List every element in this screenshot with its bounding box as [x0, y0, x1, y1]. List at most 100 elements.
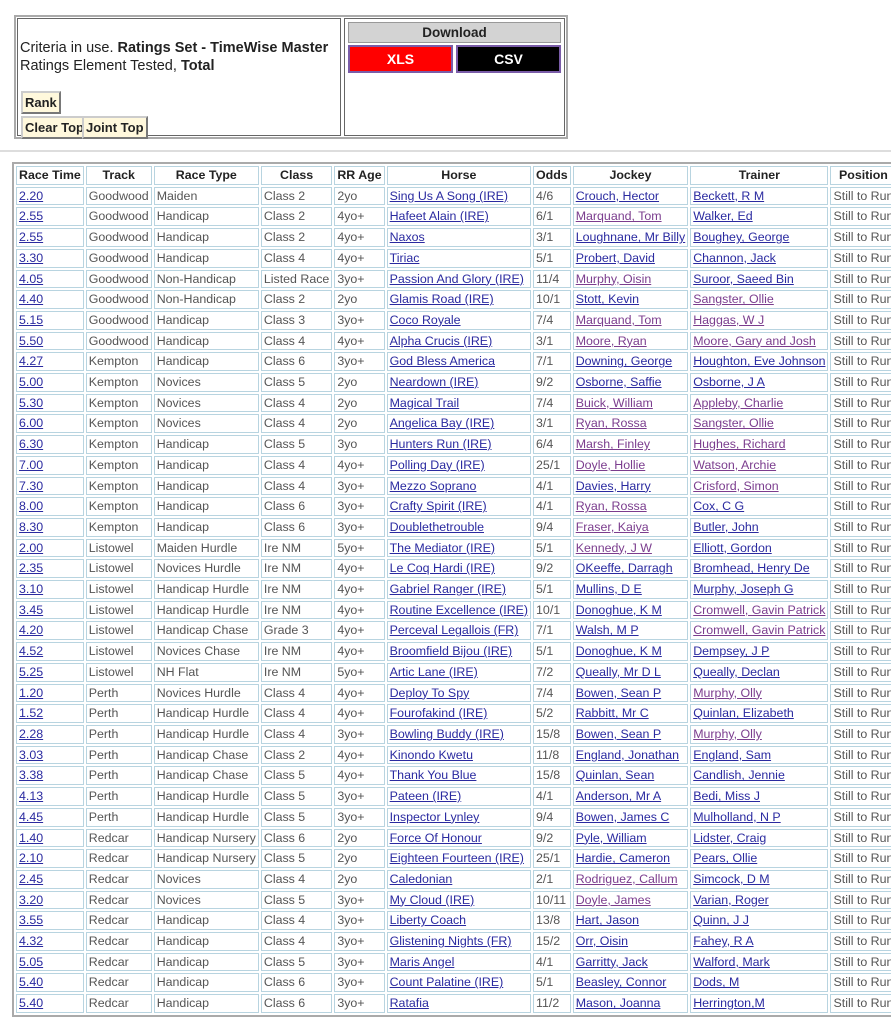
horse-link[interactable]: Naxos — [389, 230, 425, 245]
column-header[interactable]: Jockey — [572, 166, 689, 185]
horse-link[interactable]: Doublethetrouble — [389, 519, 484, 534]
horse-link[interactable]: Liberty Coach — [389, 913, 467, 928]
column-header[interactable]: Position — [830, 166, 891, 185]
race-time-link[interactable]: 6.30 — [19, 437, 44, 452]
horse-link[interactable]: Inspector Lynley — [389, 809, 480, 824]
jockey-link[interactable]: Hart, Jason — [575, 913, 640, 928]
trainer-link[interactable]: Boughey, George — [693, 230, 790, 245]
race-time-link[interactable]: 3.55 — [19, 913, 44, 928]
jockey-link[interactable]: Mason, Joanna — [575, 996, 661, 1011]
horse-link[interactable]: Force Of Honour — [389, 830, 482, 845]
jockey-link[interactable]: Loughnane, Mr Billy — [575, 230, 686, 245]
horse-link[interactable]: God Bless America — [389, 354, 495, 369]
trainer-link[interactable]: Hughes, Richard — [693, 437, 786, 452]
race-time-link[interactable]: 5.30 — [19, 395, 44, 410]
race-time-link[interactable]: 5.15 — [19, 312, 44, 327]
trainer-link[interactable]: Channon, Jack — [693, 250, 776, 265]
race-time-link[interactable]: 2.00 — [19, 540, 44, 555]
horse-link[interactable]: Glamis Road (IRE) — [389, 292, 494, 307]
horse-link[interactable]: The Mediator (IRE) — [389, 540, 495, 555]
xls-download-button[interactable]: XLS — [348, 45, 453, 73]
jockey-link[interactable]: Marquand, Tom — [575, 312, 662, 327]
horse-link[interactable]: Magical Trail — [389, 395, 460, 410]
column-header[interactable]: Race Type — [153, 166, 259, 185]
race-time-link[interactable]: 2.55 — [19, 209, 44, 224]
race-time-link[interactable]: 4.27 — [19, 354, 44, 369]
jockey-link[interactable]: Donoghue, K M — [575, 644, 662, 659]
race-time-link[interactable]: 2.55 — [19, 230, 44, 245]
trainer-link[interactable]: Murphy, Joseph G — [693, 582, 794, 597]
horse-link[interactable]: Kinondo Kwetu — [389, 747, 473, 762]
horse-link[interactable]: Polling Day (IRE) — [389, 457, 485, 472]
race-time-link[interactable]: 5.25 — [19, 664, 44, 679]
horse-link[interactable]: Artic Lane (IRE) — [389, 664, 478, 679]
race-time-link[interactable]: 2.35 — [19, 561, 44, 576]
trainer-link[interactable]: Mulholland, N P — [693, 809, 781, 824]
column-header[interactable]: Odds — [533, 166, 571, 185]
trainer-link[interactable]: Cromwell, Gavin Patrick — [693, 623, 826, 638]
rank-button[interactable]: Rank — [21, 91, 61, 114]
column-header[interactable]: Race Time — [16, 166, 84, 185]
jockey-link[interactable]: Bowen, Sean P — [575, 685, 662, 700]
jockey-link[interactable]: Osborne, Saffie — [575, 375, 662, 390]
race-time-link[interactable]: 7.00 — [19, 457, 44, 472]
jockey-link[interactable]: Buick, William — [575, 395, 653, 410]
race-time-link[interactable]: 8.30 — [19, 519, 44, 534]
horse-link[interactable]: Perceval Legallois (FR) — [389, 623, 519, 638]
trainer-link[interactable]: Osborne, J A — [693, 375, 765, 390]
horse-link[interactable]: Deploy To Spy — [389, 685, 470, 700]
trainer-link[interactable]: Murphy, Olly — [693, 726, 762, 741]
trainer-link[interactable]: Bedi, Miss J — [693, 789, 761, 804]
race-time-link[interactable]: 1.52 — [19, 706, 44, 721]
jockey-link[interactable]: Hardie, Cameron — [575, 851, 671, 866]
trainer-link[interactable]: Cox, C G — [693, 499, 745, 514]
jockey-link[interactable]: Bowen, Sean P — [575, 726, 662, 741]
trainer-link[interactable]: Dempsey, J P — [693, 644, 770, 659]
jockey-link[interactable]: Davies, Harry — [575, 478, 651, 493]
race-time-link[interactable]: 5.50 — [19, 333, 44, 348]
race-time-link[interactable]: 8.00 — [19, 499, 44, 514]
trainer-link[interactable]: Fahey, R A — [693, 934, 754, 949]
trainer-link[interactable]: Varian, Roger — [693, 892, 769, 907]
race-time-link[interactable]: 4.45 — [19, 809, 44, 824]
jockey-link[interactable]: Probert, David — [575, 250, 655, 265]
jockey-link[interactable]: Rabbitt, Mr C — [575, 706, 649, 721]
horse-link[interactable]: Glistening Nights (FR) — [389, 934, 512, 949]
race-time-link[interactable]: 3.45 — [19, 602, 44, 617]
horse-link[interactable]: Broomfield Bijou (IRE) — [389, 644, 513, 659]
race-time-link[interactable]: 5.00 — [19, 375, 44, 390]
trainer-link[interactable]: Appleby, Charlie — [693, 395, 784, 410]
jockey-link[interactable]: Marsh, Finley — [575, 437, 651, 452]
jockey-link[interactable]: Downing, George — [575, 354, 673, 369]
race-time-link[interactable]: 5.40 — [19, 975, 44, 990]
horse-link[interactable]: Angelica Bay (IRE) — [389, 416, 495, 431]
horse-link[interactable]: Neardown (IRE) — [389, 375, 479, 390]
jockey-link[interactable]: Rodriguez, Callum — [575, 871, 678, 886]
race-time-link[interactable]: 5.40 — [19, 996, 44, 1011]
csv-download-button[interactable]: CSV — [456, 45, 561, 73]
race-time-link[interactable]: 1.20 — [19, 685, 44, 700]
trainer-link[interactable]: Pears, Ollie — [693, 851, 758, 866]
horse-link[interactable]: Le Coq Hardi (IRE) — [389, 561, 495, 576]
trainer-link[interactable]: Suroor, Saeed Bin — [693, 271, 794, 286]
horse-link[interactable]: Passion And Glory (IRE) — [389, 271, 524, 286]
trainer-link[interactable]: Murphy, Olly — [693, 685, 762, 700]
horse-link[interactable]: Crafty Spirit (IRE) — [389, 499, 487, 514]
jockey-link[interactable]: OKeeffe, Darragh — [575, 561, 673, 576]
trainer-link[interactable]: Sangster, Ollie — [693, 416, 774, 431]
jockey-link[interactable]: Crouch, Hector — [575, 188, 660, 203]
horse-link[interactable]: Count Palatine (IRE) — [389, 975, 504, 990]
horse-link[interactable]: Eighteen Fourteen (IRE) — [389, 851, 524, 866]
trainer-link[interactable]: Cromwell, Gavin Patrick — [693, 602, 826, 617]
jockey-link[interactable]: Bowen, James C — [575, 809, 670, 824]
jockey-link[interactable]: Fraser, Kaiya — [575, 519, 649, 534]
race-time-link[interactable]: 3.10 — [19, 582, 44, 597]
race-time-link[interactable]: 3.20 — [19, 892, 44, 907]
horse-link[interactable]: Hunters Run (IRE) — [389, 437, 492, 452]
horse-link[interactable]: Ratafia — [389, 996, 429, 1011]
jockey-link[interactable]: Mullins, D E — [575, 582, 642, 597]
race-time-link[interactable]: 3.38 — [19, 768, 44, 783]
horse-link[interactable]: Caledonian — [389, 871, 453, 886]
jockey-link[interactable]: Garritty, Jack — [575, 954, 648, 969]
race-time-link[interactable]: 4.40 — [19, 292, 44, 307]
